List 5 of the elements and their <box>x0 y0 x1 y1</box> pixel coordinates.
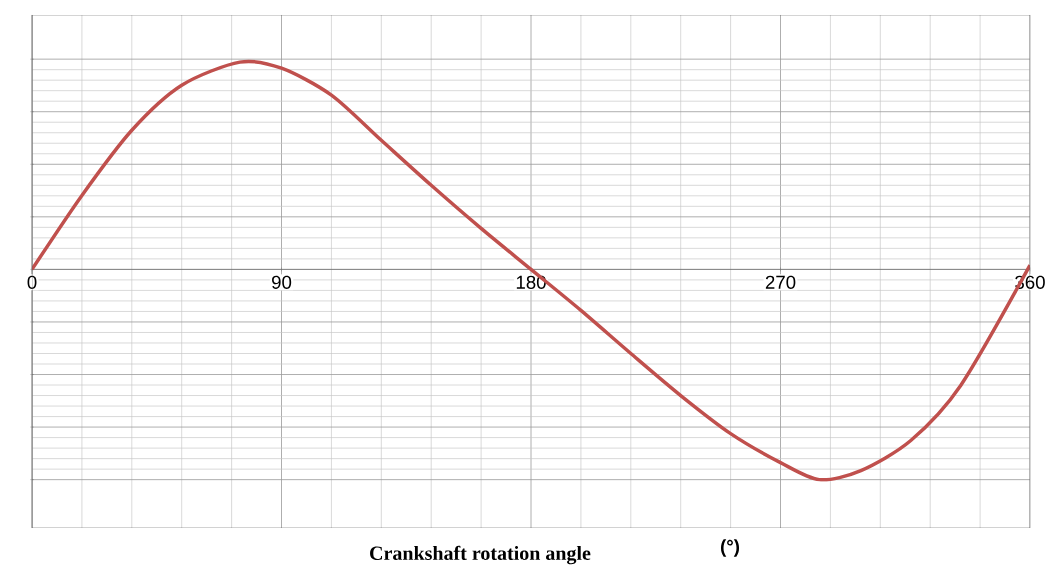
text: (°) <box>720 539 740 557</box>
x-axis-title: Crankshaft rotation angle <box>370 545 591 565</box>
x-tick-label: 270 <box>765 275 796 290</box>
x-tick-label: 90 <box>272 275 292 290</box>
x-tick-label: 0 <box>27 275 37 290</box>
